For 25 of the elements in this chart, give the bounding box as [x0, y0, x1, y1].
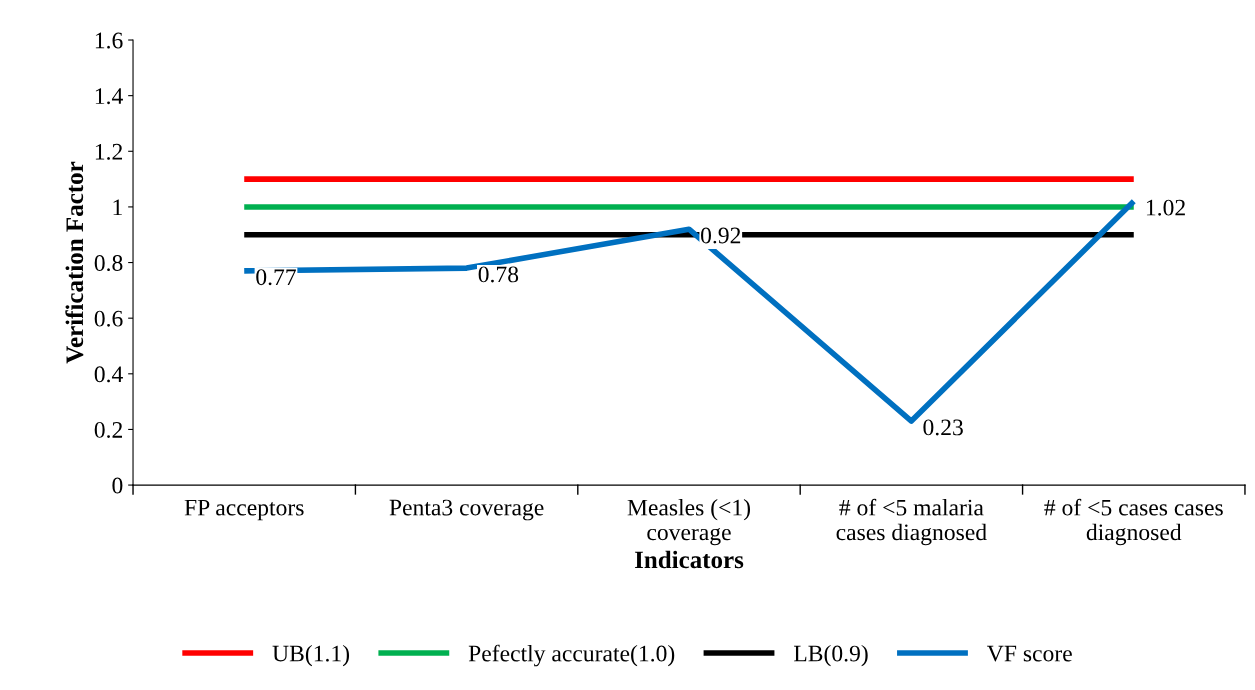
x-axis-title: Indicators — [634, 550, 744, 569]
data-label: 0.92 — [701, 227, 741, 244]
data-label: 0.77 — [256, 269, 296, 286]
legend-label: LB(0.9) — [794, 644, 868, 667]
data-label: 0.23 — [923, 419, 963, 436]
data-label: 1.02 — [1146, 199, 1185, 216]
x-tick-label: # of <5 malaria cases diagnosed — [836, 498, 987, 546]
x-tick-label: # of <5 cases cases diagnosed — [1044, 498, 1223, 546]
x-tick-label: Measles (<1) coverage — [627, 498, 751, 546]
x-tick-label: Penta3 coverage — [389, 499, 544, 521]
legend-label: UB(1.1) — [272, 644, 350, 667]
y-tick-label: 0.6 — [94, 310, 123, 327]
y-tick-label: 1.4 — [95, 88, 123, 105]
y-tick-label: 1 — [113, 199, 122, 216]
y-tick-label: 1.6 — [95, 32, 123, 49]
x-tick-label: FP acceptors — [184, 499, 304, 521]
legend-label: Pefectly accurate(1.0) — [468, 644, 675, 667]
y-axis-title: Verification Factor — [65, 161, 84, 364]
legend-label: VF score — [987, 645, 1072, 662]
data-label: 0.78 — [478, 266, 519, 283]
y-tick-label: 0.2 — [94, 421, 123, 438]
y-tick-label: 0 — [112, 477, 123, 494]
y-tick-label: 0.8 — [94, 255, 123, 272]
y-tick-label: 1.2 — [95, 143, 123, 160]
y-tick-label: 0.4 — [94, 366, 123, 383]
